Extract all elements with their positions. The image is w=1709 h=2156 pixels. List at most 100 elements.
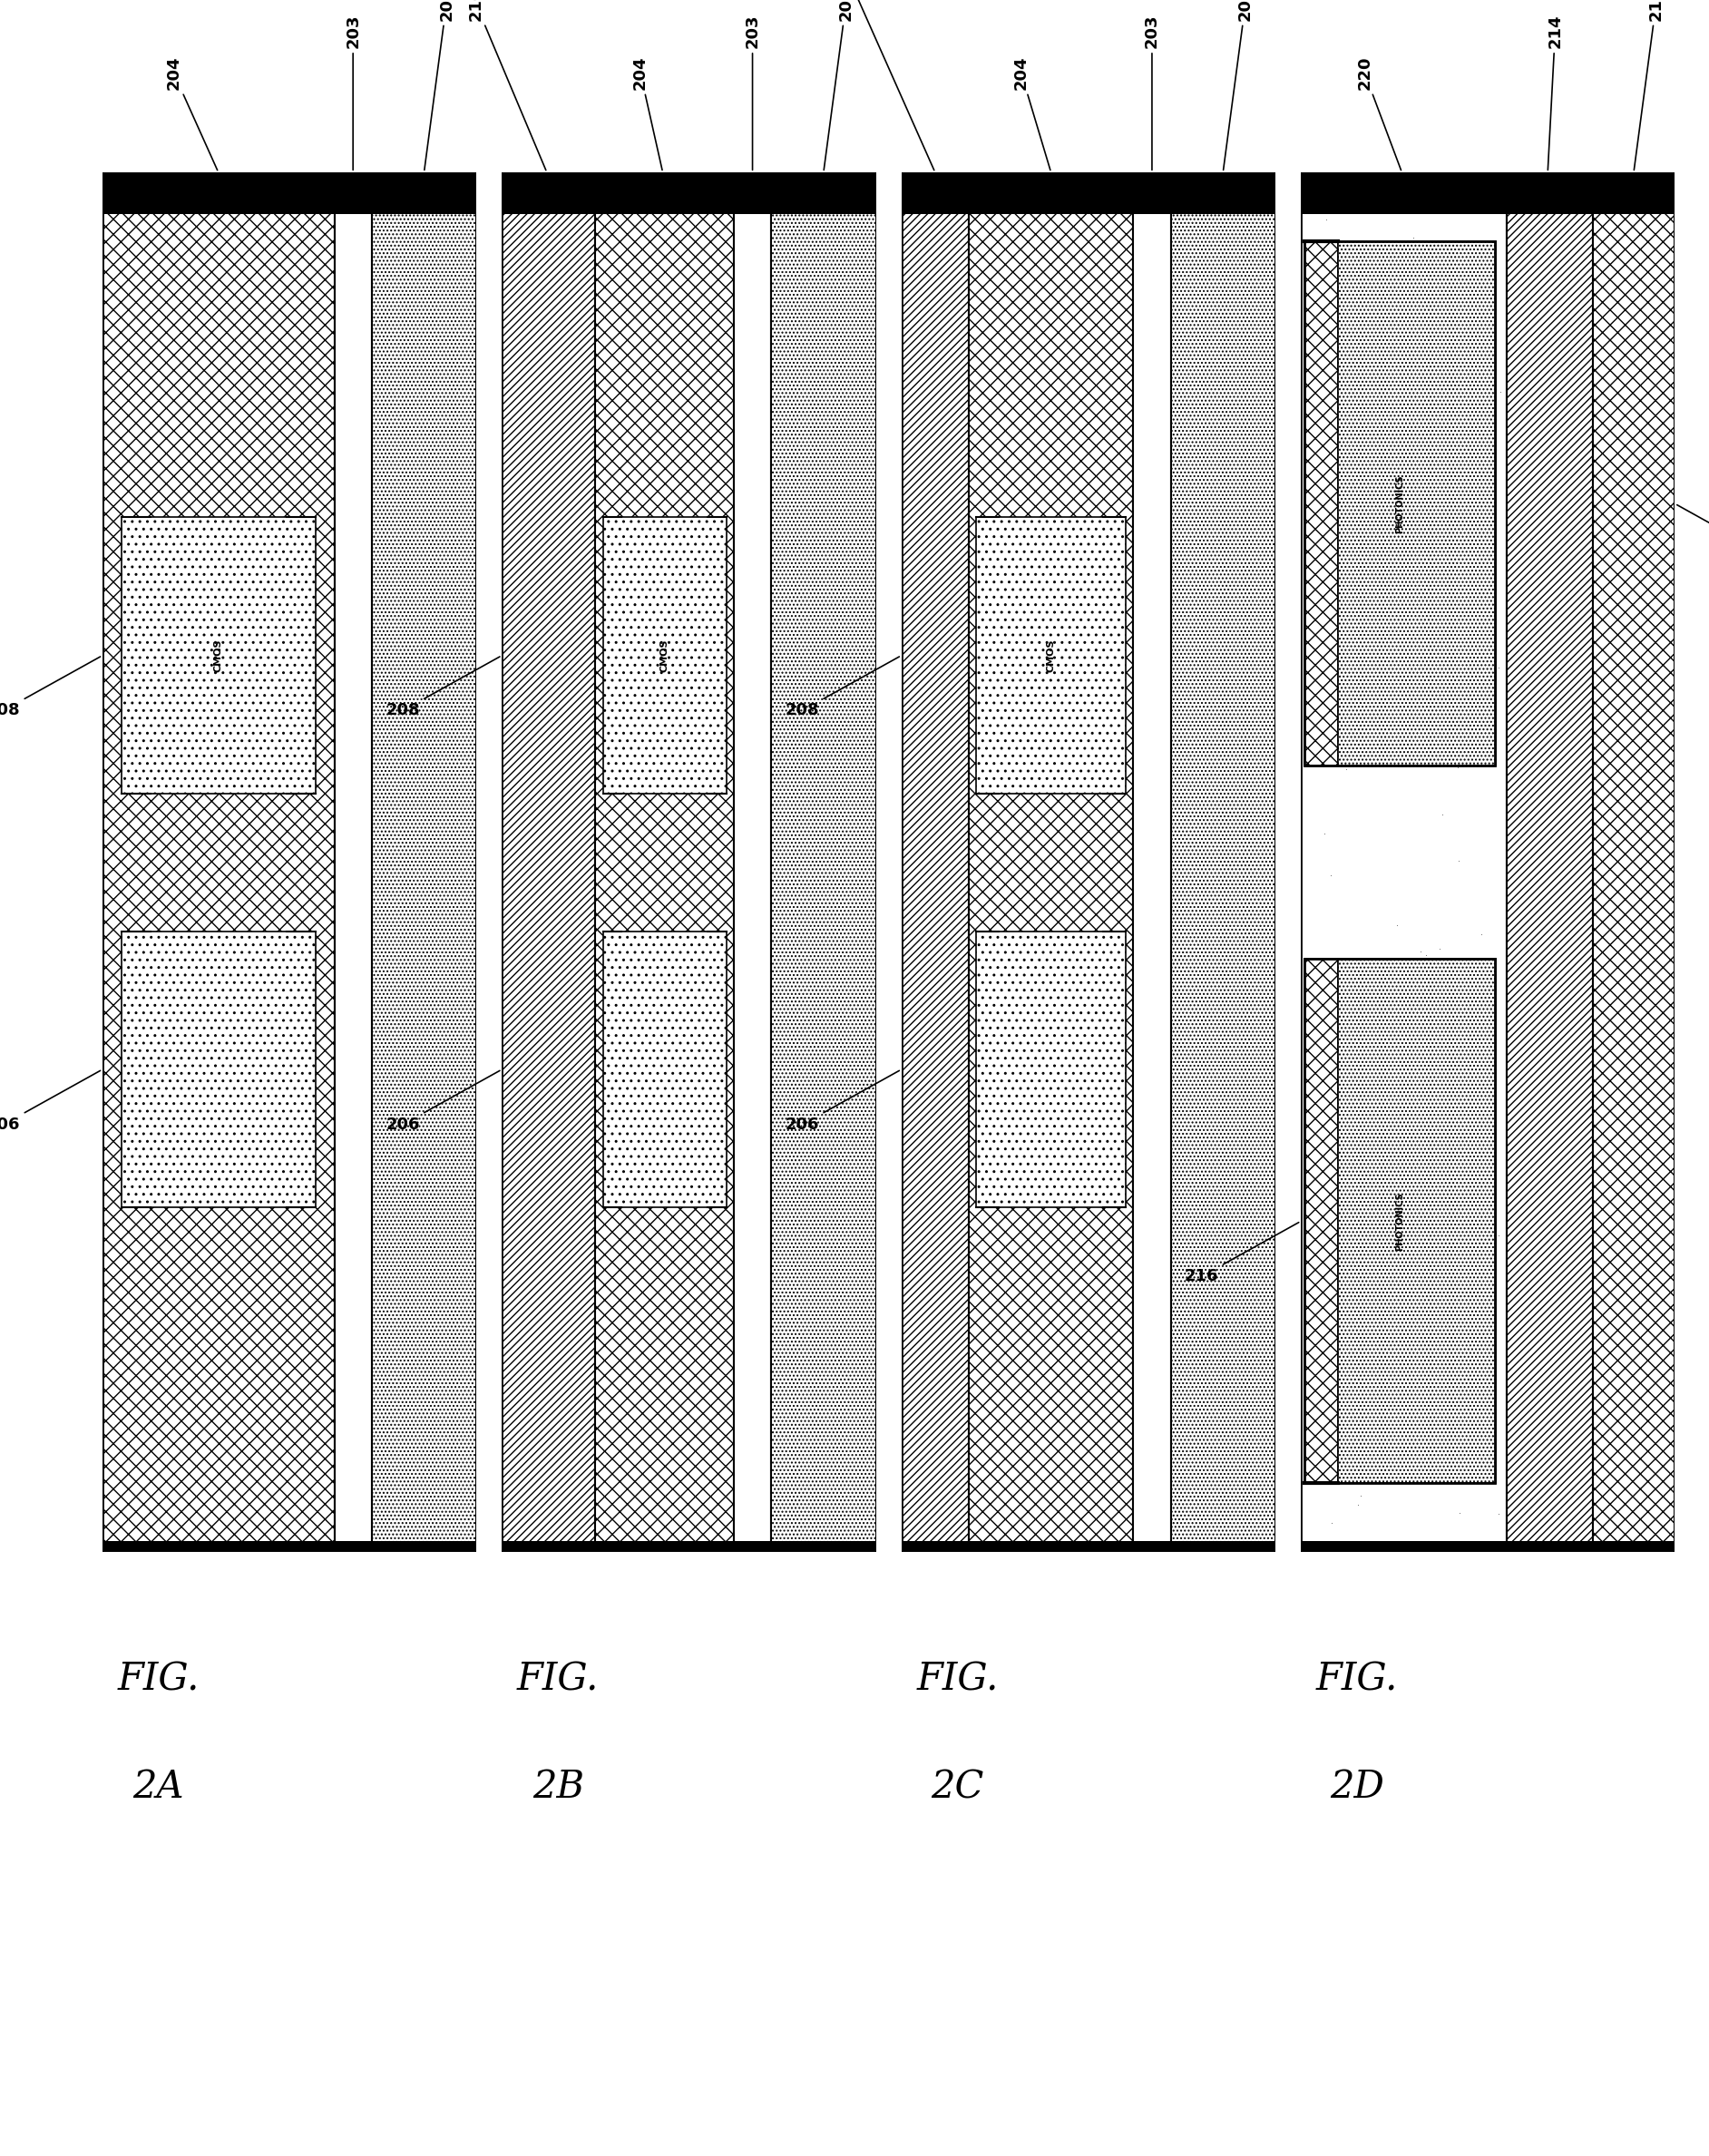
Text: 210a: 210a: [837, 0, 935, 170]
Bar: [121, 931, 316, 1207]
Point: [1314, 742, 1342, 776]
Text: 208: 208: [0, 658, 101, 718]
Point: [1418, 630, 1446, 664]
Text: FIG.: FIG.: [1316, 1660, 1398, 1699]
Bar: [969, 172, 1133, 1552]
Bar: [103, 172, 477, 213]
Point: [1424, 278, 1451, 313]
Point: [1318, 1505, 1345, 1539]
Bar: [1304, 959, 1338, 1483]
Point: [1429, 569, 1456, 604]
Bar: [1338, 959, 1495, 1483]
Point: [1482, 377, 1509, 412]
Point: [1309, 330, 1336, 364]
Point: [1432, 1214, 1459, 1248]
Point: [1437, 1429, 1465, 1464]
Point: [1319, 1130, 1347, 1164]
Point: [1437, 267, 1465, 302]
Bar: [1338, 241, 1495, 765]
Point: [1468, 916, 1495, 951]
Point: [1318, 858, 1345, 893]
Text: PHOTONICS: PHOTONICS: [1396, 474, 1405, 533]
Bar: [1304, 959, 1338, 1483]
Text: 203: 203: [1143, 15, 1160, 170]
Point: [1354, 1199, 1381, 1233]
Point: [1340, 545, 1367, 580]
Point: [1323, 970, 1350, 1005]
Text: CMOS: CMOS: [214, 638, 222, 673]
Bar: [1301, 1542, 1675, 1552]
Point: [1311, 429, 1338, 464]
Text: 204: 204: [632, 56, 661, 170]
Bar: [603, 517, 726, 793]
Bar: [1304, 241, 1338, 765]
Point: [1348, 1177, 1376, 1212]
Point: [1377, 233, 1405, 267]
Bar: [603, 931, 726, 1207]
Text: 2D: 2D: [1330, 1768, 1384, 1807]
Point: [1400, 720, 1427, 755]
Point: [1313, 203, 1340, 237]
Point: [1333, 170, 1360, 205]
Point: [1383, 701, 1410, 735]
Bar: [1593, 172, 1675, 1552]
Point: [1364, 1302, 1391, 1337]
Point: [1295, 638, 1323, 673]
Point: [1485, 1496, 1512, 1531]
Point: [1425, 1279, 1453, 1313]
Bar: [1338, 959, 1495, 1483]
Point: [1422, 364, 1449, 399]
Point: [1347, 1479, 1374, 1514]
Bar: [1133, 172, 1171, 1552]
Point: [1446, 843, 1473, 877]
Point: [1295, 584, 1323, 619]
Point: [1444, 750, 1471, 785]
Point: [1458, 1449, 1485, 1483]
Text: 2B: 2B: [531, 1768, 584, 1807]
Point: [1376, 748, 1403, 783]
Bar: [371, 172, 477, 1552]
Point: [1350, 681, 1377, 716]
Point: [1309, 983, 1336, 1018]
Text: 206: 206: [784, 1072, 899, 1132]
Point: [1328, 1442, 1355, 1477]
Point: [1316, 1319, 1343, 1354]
Point: [1374, 1339, 1401, 1373]
Point: [1418, 1220, 1446, 1255]
Text: 204: 204: [166, 56, 217, 170]
Point: [1314, 1112, 1342, 1147]
Bar: [771, 172, 875, 1552]
Bar: [103, 172, 335, 1552]
Point: [1323, 349, 1350, 384]
Point: [1384, 448, 1412, 483]
Bar: [1507, 172, 1593, 1552]
Bar: [502, 1542, 875, 1552]
Bar: [595, 172, 733, 1552]
Point: [1432, 1186, 1459, 1220]
Point: [1306, 735, 1333, 770]
Point: [1377, 431, 1405, 466]
Point: [1354, 244, 1381, 278]
Bar: [502, 172, 875, 213]
Point: [1407, 934, 1434, 968]
Text: CMOS: CMOS: [1046, 638, 1056, 673]
Point: [1342, 578, 1369, 612]
Bar: [121, 931, 316, 1207]
Point: [1475, 330, 1502, 364]
Point: [1454, 1289, 1482, 1324]
Bar: [1301, 172, 1507, 1552]
Bar: [901, 172, 969, 1552]
Point: [1311, 1250, 1338, 1285]
Point: [1395, 942, 1422, 977]
Point: [1311, 817, 1338, 852]
Point: [1485, 1218, 1512, 1253]
Bar: [1171, 172, 1275, 1552]
Bar: [976, 931, 1126, 1207]
Bar: [733, 172, 771, 1552]
Point: [1413, 308, 1441, 343]
Bar: [1304, 241, 1495, 765]
Bar: [1301, 172, 1675, 213]
Point: [1449, 949, 1477, 983]
Bar: [1171, 172, 1275, 1552]
Point: [1475, 1270, 1502, 1304]
